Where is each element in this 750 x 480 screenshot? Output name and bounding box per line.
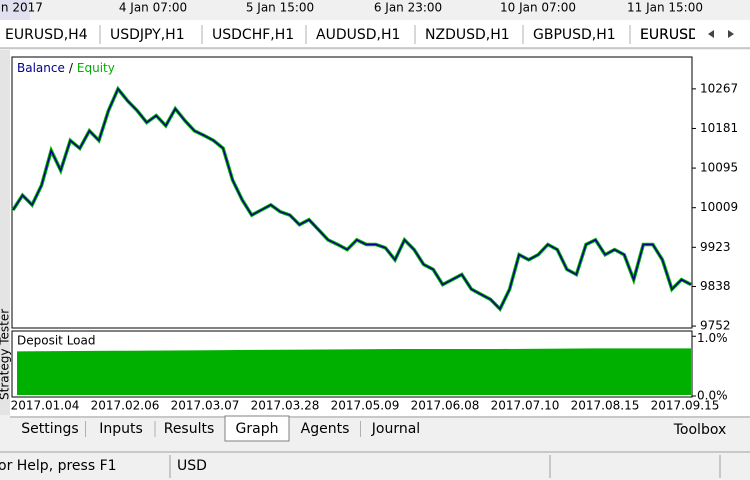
- status-text: USD: [177, 458, 207, 474]
- sidebar-label: Strategy Tester: [0, 309, 12, 400]
- bottom-tab[interactable]: Graph: [236, 421, 279, 437]
- y-tick-label: 10009: [700, 200, 738, 214]
- symbol-tab[interactable]: NZDUSD,H1: [425, 27, 510, 43]
- time-label: Jan 2017: [0, 1, 43, 15]
- legend-entry: Balance: [17, 61, 65, 75]
- plot-frame: [11, 56, 693, 329]
- toolbox[interactable]: Toolbox: [673, 422, 727, 438]
- bottom-tab[interactable]: Journal: [371, 421, 420, 437]
- panel-title: Deposit Load: [17, 334, 95, 348]
- status-text: or Help, press F1: [0, 458, 117, 474]
- time-label: 11 Jan 15:00: [627, 1, 703, 15]
- bottom-tab[interactable]: Agents: [301, 421, 350, 437]
- app-icon: [0, 0, 30, 20]
- x-tick-label: 2017.09.15: [651, 399, 720, 413]
- x-tick-label: 2017.01.04: [11, 399, 80, 413]
- tab-cover: [695, 21, 750, 47]
- time-label: 5 Jan 15:00: [246, 1, 314, 15]
- symbol-tab[interactable]: USDCHF,H1: [212, 27, 294, 43]
- symbol-tab[interactable]: USDJPY,H1: [110, 27, 185, 43]
- symbol-tab[interactable]: GBPUSD,H1: [533, 27, 616, 43]
- bottom-tab[interactable]: Settings: [21, 421, 78, 437]
- scroll-right[interactable]: [728, 30, 734, 38]
- y-tick-label: 1.0%: [697, 331, 728, 345]
- sidebar: [0, 50, 10, 415]
- x-tick-label: 2017.03.28: [251, 399, 320, 413]
- symbol-tab-bar: [0, 20, 750, 48]
- time-label: 10 Jan 07:00: [500, 1, 576, 15]
- symbol-tab[interactable]: EURUSD: [640, 27, 699, 43]
- x-tick-label: 2017.05.09: [331, 399, 400, 413]
- y-tick-label: 9838: [700, 279, 731, 293]
- bottom-tab[interactable]: Inputs: [99, 421, 143, 437]
- y-tick-label: 9923: [700, 240, 731, 254]
- x-tick-label: 2017.03.07: [171, 399, 240, 413]
- x-tick-label: 2017.08.15: [571, 399, 640, 413]
- deposit-area: [17, 348, 691, 395]
- legend-entry: Equity: [77, 61, 115, 75]
- symbol-tab[interactable]: AUDUSD,H1: [316, 27, 400, 43]
- x-tick-label: 2017.02.06: [91, 399, 160, 413]
- y-tick-label: 0.0%: [697, 389, 728, 403]
- bottom-tab[interactable]: Results: [164, 421, 215, 437]
- symbol-tab[interactable]: EURUSD,H4: [5, 27, 88, 43]
- x-tick-label: 2017.06.08: [411, 399, 480, 413]
- active-tab: [224, 415, 290, 442]
- scroll-left[interactable]: [708, 30, 714, 38]
- time-label: 6 Jan 23:00: [374, 1, 442, 15]
- y-tick-label: 10181: [700, 121, 738, 135]
- x-tick-label: 2017.07.10: [491, 399, 560, 413]
- y-tick-label: 10267: [700, 81, 738, 95]
- time-label: 4 Jan 07:00: [119, 1, 187, 15]
- legend-entry: /: [69, 61, 74, 75]
- y-tick-label: 9752: [700, 319, 731, 333]
- series-line: [12, 87, 692, 311]
- legend: Balance / Equity: [17, 61, 115, 75]
- y-tick-label: 10095: [700, 161, 738, 175]
- symbol-tab[interactable]: EURUSD: [640, 27, 699, 43]
